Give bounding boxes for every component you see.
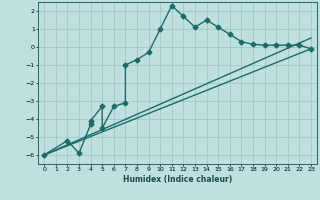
X-axis label: Humidex (Indice chaleur): Humidex (Indice chaleur) [123, 175, 232, 184]
